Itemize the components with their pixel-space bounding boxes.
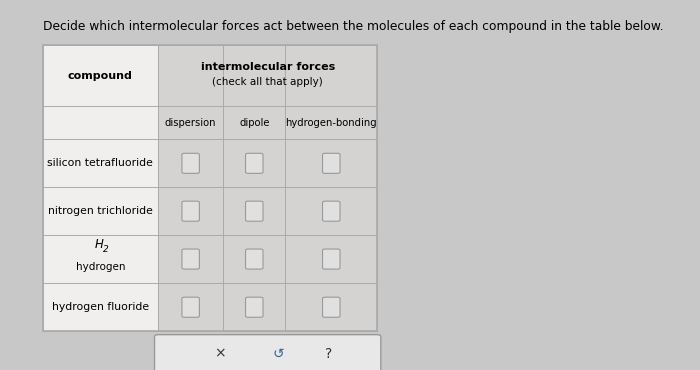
- Text: hydrogen: hydrogen: [76, 262, 125, 272]
- Text: ×: ×: [214, 347, 225, 361]
- FancyBboxPatch shape: [182, 297, 199, 317]
- FancyBboxPatch shape: [155, 335, 381, 370]
- Text: ↺: ↺: [273, 347, 284, 361]
- Bar: [285, 45, 377, 332]
- Text: hydrogen fluoride: hydrogen fluoride: [52, 302, 149, 312]
- Bar: [43, 45, 377, 332]
- Text: H: H: [94, 238, 103, 251]
- Text: nitrogen trichloride: nitrogen trichloride: [48, 206, 153, 216]
- Text: intermolecular forces: intermolecular forces: [200, 62, 335, 72]
- Text: ?: ?: [326, 347, 332, 361]
- FancyBboxPatch shape: [246, 249, 263, 269]
- Bar: [158, 45, 223, 332]
- FancyBboxPatch shape: [182, 249, 199, 269]
- FancyBboxPatch shape: [246, 201, 263, 221]
- Bar: [43, 45, 377, 332]
- FancyBboxPatch shape: [323, 201, 340, 221]
- FancyBboxPatch shape: [246, 297, 263, 317]
- Text: (check all that apply): (check all that apply): [212, 77, 323, 87]
- FancyBboxPatch shape: [323, 297, 340, 317]
- FancyBboxPatch shape: [182, 153, 199, 174]
- FancyBboxPatch shape: [182, 201, 199, 221]
- Text: silicon tetrafluoride: silicon tetrafluoride: [48, 158, 153, 168]
- Text: Decide which intermolecular forces act between the molecules of each compound in: Decide which intermolecular forces act b…: [43, 20, 663, 33]
- FancyBboxPatch shape: [323, 153, 340, 174]
- Text: dipole: dipole: [239, 118, 270, 128]
- FancyBboxPatch shape: [323, 249, 340, 269]
- Bar: [223, 45, 285, 332]
- FancyBboxPatch shape: [246, 153, 263, 174]
- Text: dispersion: dispersion: [165, 118, 216, 128]
- Text: compound: compound: [68, 71, 133, 81]
- Text: hydrogen-bonding: hydrogen-bonding: [286, 118, 377, 128]
- Text: 2: 2: [103, 245, 109, 254]
